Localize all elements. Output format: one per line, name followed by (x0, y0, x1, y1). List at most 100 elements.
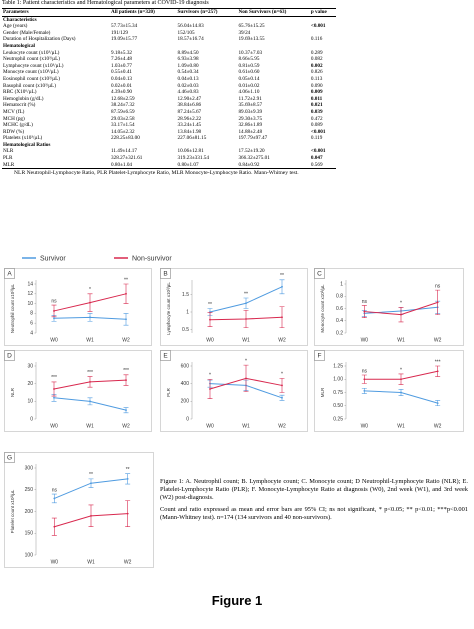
caption-para: Count and ratio expressed as mean and er… (160, 505, 468, 521)
y-axis-label: Lymphocyte count x10³/µL (166, 282, 171, 335)
data-point (209, 318, 211, 321)
y-axis-label: Platelet count x10³/µL (10, 489, 15, 533)
table-cell: 18.57±16.74 (177, 36, 204, 43)
table-row: NLR 11.49±14.17 10.06±12.81 17.52±19.20 <0.0… (2, 148, 336, 155)
data-point (90, 514, 92, 517)
data-point (125, 379, 127, 382)
significance-label: * (281, 372, 283, 378)
significance-label: * (400, 367, 402, 373)
table-cell: 0.55±0.41 (111, 69, 133, 76)
table-cell: Age (years) (3, 23, 28, 30)
x-tick-label: W0 (361, 337, 369, 343)
table-row: Leukocyte count (x10³/µL) 9.18±5.32 8.89±4… (2, 50, 336, 57)
table-row: RBC (X10⁶/µL) 4.39±0.90 4.46±0.83 4.06±1.10… (2, 89, 336, 96)
y-tick-label: 300 (25, 465, 34, 471)
table-cell: 0.569 (309, 161, 336, 170)
x-tick-label: W2 (122, 423, 130, 429)
header-row: Parameters All patients (n=320) Survivors … (2, 8, 336, 17)
table-cell: 328.27±321.61 (111, 155, 143, 162)
table-cell: 9.18±5.32 (111, 49, 133, 56)
y-tick-label: 10 (27, 399, 33, 405)
significance-label: * (89, 287, 91, 293)
table-cell: PLR (3, 155, 13, 162)
table-cell: 4.46±0.83 (177, 89, 199, 96)
section-cell: Hematological (3, 42, 35, 49)
table-cell: 17.52±19.20 (238, 148, 265, 155)
data-point (400, 313, 402, 316)
table-cell: 0.116 (310, 36, 323, 43)
table-cell: 0.02±0.03 (177, 82, 199, 89)
x-tick-label: W2 (278, 337, 286, 343)
table-row: Hematological (2, 43, 336, 50)
y-tick-label: 0.75 (333, 390, 343, 396)
y-tick-label: 4 (30, 330, 33, 336)
panel-letter: F (318, 353, 322, 360)
data-point (281, 285, 283, 288)
table-cell: 0.80±1.04 (110, 161, 177, 170)
table-cell: 0.113 (310, 75, 323, 82)
significance-label: ** (280, 273, 284, 279)
data-point (400, 378, 402, 381)
table-row: Neutrophil count (x10³/µL) 7.26±4.48 6.93±… (2, 56, 336, 63)
data-point (400, 391, 402, 394)
significance-label: *** (51, 375, 57, 381)
data-point (281, 384, 283, 387)
table-cell: 0.61±0.60 (238, 69, 260, 76)
x-tick-label: W0 (51, 559, 59, 565)
panel-letter: C (317, 271, 322, 278)
table-cell: 10.37±7.03 (238, 49, 263, 56)
significance-label: ns (52, 487, 58, 493)
table-cell: 35.69±8.57 (238, 102, 263, 109)
table-cell: <0.001 (310, 128, 326, 135)
x-tick-label: W1 (87, 559, 95, 565)
data-point (209, 388, 211, 390)
significance-label: ns (51, 298, 57, 304)
data-point (363, 310, 366, 313)
table-cell: 28.96±2.22 (177, 115, 202, 122)
y-tick-label: 0.2 (336, 330, 343, 336)
table-cell: 0.02±0.01 (111, 82, 133, 89)
table-cell: 10.06±12.81 (177, 148, 204, 155)
y-tick-label: 30 (27, 363, 33, 369)
table-cell: MCHC (g/dL) (3, 122, 33, 129)
table-cell: 6.93±3.98 (177, 56, 199, 63)
table-cell: 0.082 (310, 56, 323, 63)
table-caption: Table 1: Patient characteristics and Hem… (2, 0, 209, 6)
significance-label: ** (89, 472, 93, 478)
legend-label: Non-survivor (132, 255, 172, 262)
table-cell: 0.54±0.34 (177, 69, 199, 76)
panel-frame (4, 268, 152, 346)
y-tick-label: 0.5 (182, 327, 189, 333)
panel-letter-box (4, 452, 15, 463)
table-cell: 191/129 (111, 29, 129, 36)
y-tick-label: 400 (181, 381, 190, 387)
y-tick-label: 0 (186, 416, 189, 422)
table-cell: 4.39±0.90 (111, 89, 133, 96)
table-cell: MLR (2, 161, 110, 170)
table-cell: Neutrophil count (x10³/µL) (3, 56, 60, 63)
x-tick-label: W2 (124, 559, 132, 565)
significance-label: * (209, 373, 211, 379)
table-cell: 19.69±13.55 (238, 36, 265, 43)
table-cell: 0.81±0.59 (238, 62, 260, 69)
table-block: Table 1: Patient characteristics and Hem… (2, 0, 336, 177)
data-point (436, 301, 439, 304)
y-tick-label: 1.00 (333, 377, 343, 383)
table-cell: 0.05±0.14 (238, 75, 260, 82)
panel-letter: D (7, 353, 12, 360)
data-point (53, 396, 55, 399)
header-cell: Parameters (2, 8, 110, 17)
table-cell: Eosinophil count (x10³/µL) (3, 75, 60, 82)
table-row: Duration of Hospitalization (Days) 19.09±… (2, 36, 336, 43)
significance-label: *** (123, 368, 129, 374)
table: Parameters All patients (n=320) Survivors … (2, 8, 336, 170)
table-cell: 32.86±1.89 (238, 122, 263, 129)
panel-letter-box (314, 268, 325, 279)
data-point (245, 377, 247, 380)
section-cell: Characteristics (3, 16, 37, 23)
panel-letter: A (7, 271, 12, 278)
table-cell: <0.001 (310, 148, 326, 155)
data-point (90, 482, 92, 485)
x-tick-label: W2 (122, 337, 130, 343)
table-cell: 11.49±14.17 (111, 148, 137, 155)
